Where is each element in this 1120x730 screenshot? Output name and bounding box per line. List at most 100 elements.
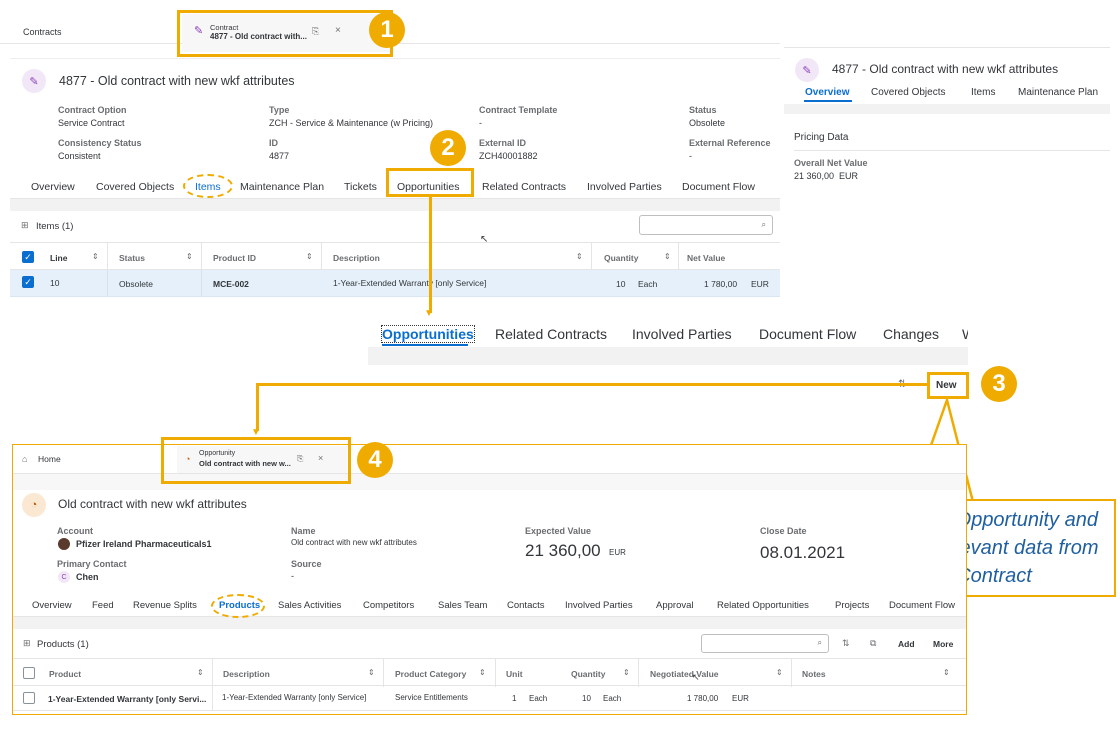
col-quantity[interactable]: Quantity bbox=[571, 669, 606, 679]
tab-items[interactable]: Items bbox=[971, 87, 996, 98]
connector-line bbox=[429, 197, 432, 313]
tab-contacts[interactable]: Contacts bbox=[507, 600, 545, 611]
net-currency: EUR bbox=[839, 171, 859, 181]
select-all-checkbox[interactable] bbox=[23, 667, 35, 679]
col-quantity[interactable]: Quantity bbox=[604, 253, 639, 263]
cell-product[interactable]: 1-Year-Extended Warranty [only Servi... bbox=[48, 694, 207, 704]
tab-related-contracts[interactable]: Related Contracts bbox=[495, 326, 608, 342]
tab-document-flow[interactable]: Document Flow bbox=[682, 181, 755, 193]
tab-competitors[interactable]: Competitors bbox=[363, 600, 415, 611]
source-value: - bbox=[291, 571, 294, 581]
table-row[interactable]: 1-Year-Extended Warranty [only Servi... … bbox=[13, 686, 966, 711]
tab-involved-parties[interactable]: Involved Parties bbox=[565, 600, 633, 611]
tab-covered-objects[interactable]: Covered Objects bbox=[871, 87, 946, 98]
col-description[interactable]: Description bbox=[333, 253, 380, 263]
sort-icon[interactable]: ⇕ bbox=[92, 252, 99, 261]
contract-shell-tab[interactable]: ✎ Contract 4877 - Old contract with... ⎘… bbox=[182, 14, 392, 52]
col-status[interactable]: Status bbox=[119, 253, 145, 263]
tab-related-contracts[interactable]: Related Contracts bbox=[482, 181, 567, 193]
copy-icon[interactable]: ⧉ bbox=[870, 638, 877, 648]
highlight-box-4 bbox=[161, 437, 351, 484]
col-line[interactable]: Line bbox=[50, 253, 68, 263]
sort-icon[interactable]: ⇕ bbox=[479, 668, 486, 677]
step-badge-1: 1 bbox=[369, 12, 405, 48]
tab-tickets[interactable]: Tickets bbox=[344, 181, 377, 193]
contact-avatar: C bbox=[58, 571, 70, 583]
highlight-box-3 bbox=[927, 372, 969, 399]
primary-contact-value[interactable]: Chen bbox=[76, 572, 99, 582]
breadcrumb[interactable]: Contracts bbox=[23, 27, 62, 37]
tab-overview[interactable]: Overview bbox=[31, 181, 75, 193]
row-checkbox[interactable]: ✓ bbox=[22, 276, 34, 288]
col-product-category[interactable]: Product Category bbox=[395, 669, 467, 679]
expected-value-label: Expected Value bbox=[525, 526, 592, 536]
tab-feed[interactable]: Feed bbox=[92, 600, 114, 611]
sort-icon[interactable]: ⇕ bbox=[623, 668, 630, 677]
sort-icon[interactable]: ⇕ bbox=[186, 252, 193, 261]
home-link[interactable]: Home bbox=[38, 454, 61, 464]
tab-maintenance-plan[interactable]: Maintenance Plan bbox=[1018, 87, 1099, 98]
col-product-id[interactable]: Product ID bbox=[213, 253, 256, 263]
col-description[interactable]: Description bbox=[223, 669, 270, 679]
home-icon[interactable]: ⌂ bbox=[22, 454, 28, 464]
tab-covered-objects[interactable]: Covered Objects bbox=[96, 181, 175, 193]
tab-opportunities[interactable]: Opportunities bbox=[397, 181, 460, 193]
table-row[interactable]: ✓ 10 Obsolete MCE-002 1-Year-Extended Wa… bbox=[10, 270, 780, 297]
col-notes[interactable]: Notes bbox=[802, 669, 826, 679]
col-unit[interactable]: Unit bbox=[506, 669, 523, 679]
close-icon[interactable]: × bbox=[335, 25, 341, 36]
add-button[interactable]: Add bbox=[898, 639, 915, 649]
sort-icon[interactable]: ⇕ bbox=[664, 252, 671, 261]
sort-icon[interactable]: ⇕ bbox=[776, 668, 783, 677]
account-value[interactable]: Pfizer Ireland Pharmaceuticals1 bbox=[76, 539, 212, 549]
tab-more[interactable]: W bbox=[962, 326, 968, 342]
pin-icon[interactable]: ⎘ bbox=[312, 26, 320, 36]
col-net-value[interactable]: Net Value bbox=[687, 253, 726, 263]
tab-sales-activities[interactable]: Sales Activities bbox=[278, 600, 342, 611]
sort-icon[interactable]: ⇕ bbox=[943, 668, 950, 677]
cell-description: 1-Year-Extended Warranty [only Service] bbox=[222, 693, 367, 702]
tab-involved-parties[interactable]: Involved Parties bbox=[632, 326, 732, 342]
tab-changes[interactable]: Changes bbox=[883, 326, 940, 342]
pin-icon[interactable]: ⎘ bbox=[297, 454, 304, 463]
external-id-value: ZCH40001882 bbox=[479, 151, 538, 161]
sort-icon[interactable]: ⇕ bbox=[368, 668, 375, 677]
col-product[interactable]: Product bbox=[49, 669, 82, 679]
products-search-input[interactable]: ⌕ bbox=[701, 634, 829, 653]
products-tab-highlight bbox=[211, 594, 265, 618]
more-button[interactable]: More bbox=[933, 639, 954, 649]
tab-overview[interactable]: Overview bbox=[32, 600, 72, 611]
sort-icon[interactable]: ⇕ bbox=[576, 252, 583, 261]
new-button[interactable]: New bbox=[936, 380, 957, 391]
sort-icon[interactable]: ⇕ bbox=[197, 668, 204, 677]
tab-related-opportunities[interactable]: Related Opportunities bbox=[717, 600, 809, 611]
tab-sales-team[interactable]: Sales Team bbox=[438, 600, 488, 611]
col-negotiated-value[interactable]: Negotiated Value bbox=[650, 669, 719, 679]
sort-icon[interactable]: ⇅ bbox=[842, 638, 850, 648]
tab-maintenance-plan[interactable]: Maintenance Plan bbox=[240, 181, 325, 193]
tab-revenue-splits[interactable]: Revenue Splits bbox=[133, 600, 197, 611]
contract-option-label: Contract Option bbox=[58, 105, 127, 115]
arrow-down-icon: ▼ bbox=[424, 308, 434, 319]
contract-option-value: Service Contract bbox=[58, 118, 125, 128]
status-label: Status bbox=[689, 105, 717, 115]
opportunity-shell-tab[interactable]: ◔ Opportunity Old contract with new w...… bbox=[177, 446, 347, 474]
connector-line bbox=[256, 383, 259, 431]
row-checkbox[interactable] bbox=[23, 692, 35, 704]
tab-opportunities[interactable]: Opportunities bbox=[381, 325, 475, 343]
sort-icon[interactable]: ⇕ bbox=[306, 252, 313, 261]
tab-approval[interactable]: Approval bbox=[656, 600, 694, 611]
cell-currency: EUR bbox=[732, 694, 749, 703]
contract-overview-panel: ✎ 4877 - Old contract with new wkf attri… bbox=[784, 47, 1110, 197]
products-title: Products (1) bbox=[37, 639, 89, 650]
tab-involved-parties[interactable]: Involved Parties bbox=[587, 181, 662, 193]
close-icon[interactable]: × bbox=[318, 453, 324, 463]
select-all-checkbox[interactable]: ✓ bbox=[22, 251, 34, 263]
consistency-value: Consistent bbox=[58, 151, 101, 161]
items-title: Items (1) bbox=[36, 221, 74, 232]
items-search-input[interactable]: ⌕ bbox=[639, 215, 773, 235]
tab-document-flow[interactable]: Document Flow bbox=[889, 600, 955, 611]
tab-projects[interactable]: Projects bbox=[835, 600, 870, 611]
tab-overview[interactable]: Overview bbox=[805, 87, 850, 98]
tab-document-flow[interactable]: Document Flow bbox=[759, 326, 857, 342]
